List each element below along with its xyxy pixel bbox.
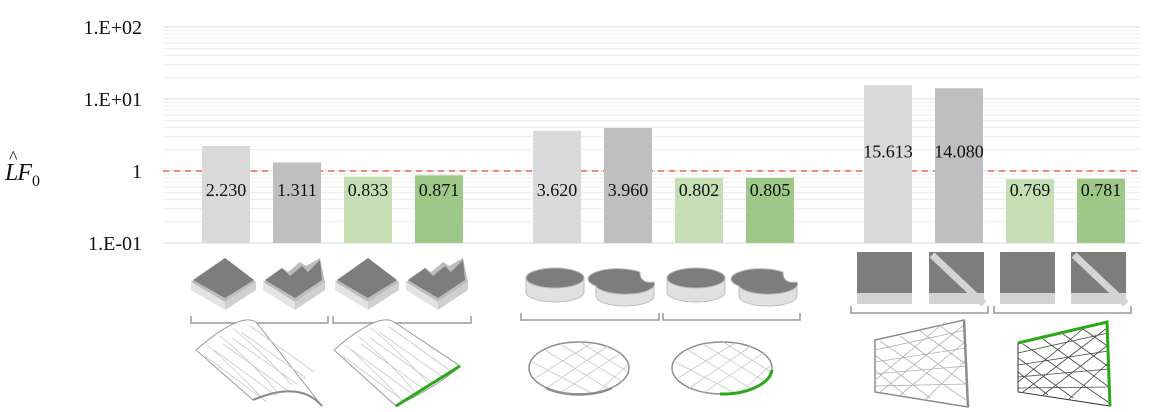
y-tick-label: 1.E-01 bbox=[88, 233, 142, 255]
bracket bbox=[190, 316, 329, 324]
data-label: 0.802 bbox=[679, 180, 720, 200]
group-2-surface-icons bbox=[528, 341, 774, 396]
data-label: 0.781 bbox=[1081, 180, 1122, 200]
y-axis-label: LF0 ^ bbox=[4, 147, 40, 190]
bracket bbox=[332, 316, 472, 324]
bar bbox=[344, 176, 392, 243]
data-label: 3.620 bbox=[537, 180, 578, 200]
bar bbox=[935, 88, 983, 244]
y-tick-label: 1.E+02 bbox=[84, 17, 143, 39]
panel-diagonal-icon bbox=[929, 252, 987, 307]
bar bbox=[604, 127, 652, 243]
curved-surface-edge-highlight-icon bbox=[333, 319, 461, 408]
trapezoid-edge-highlight-icon bbox=[1017, 320, 1112, 407]
bar bbox=[746, 177, 794, 243]
panel-full-icon bbox=[1000, 252, 1055, 304]
data-label: 3.960 bbox=[608, 180, 649, 200]
bar bbox=[533, 130, 581, 243]
data-label: 0.805 bbox=[750, 180, 791, 200]
y-axis-ticks: 1.E-01 1 1.E+01 1.E+02 bbox=[84, 17, 143, 255]
y-tick-label: 1.E+01 bbox=[84, 89, 143, 111]
bar bbox=[1077, 178, 1125, 243]
data-label: 1.311 bbox=[277, 180, 317, 200]
bar bbox=[1006, 179, 1054, 243]
data-label: 15.613 bbox=[863, 141, 913, 161]
bar bbox=[415, 175, 463, 243]
bar bbox=[675, 177, 723, 243]
bracket bbox=[850, 306, 989, 314]
cylinder-notched-icon bbox=[587, 268, 656, 307]
disc-surface-icon bbox=[528, 341, 630, 396]
group-1-block-icons bbox=[190, 258, 472, 324]
group-3-panel-icons bbox=[850, 252, 1132, 314]
data-labels: 2.230 1.311 0.833 0.871 3.620 3.960 0.802 0.805… bbox=[206, 141, 1122, 200]
svg-text:^: ^ bbox=[9, 147, 18, 167]
group-1-surface-icons bbox=[195, 319, 461, 408]
disc-edge-highlight-icon bbox=[671, 341, 774, 396]
data-label: 0.871 bbox=[419, 180, 460, 200]
panel-full-icon bbox=[857, 252, 912, 304]
bar bbox=[273, 162, 321, 243]
cylinder-full-icon bbox=[525, 267, 585, 303]
data-label: 0.769 bbox=[1010, 180, 1051, 200]
bars bbox=[202, 85, 1125, 244]
block-notched-icon bbox=[406, 258, 468, 310]
bracket bbox=[993, 306, 1132, 314]
data-label: 2.230 bbox=[206, 180, 247, 200]
bar bbox=[202, 145, 250, 243]
data-label: 14.080 bbox=[934, 141, 984, 161]
trapezoid-surface-icon bbox=[874, 319, 970, 408]
cylinder-notched-icon bbox=[730, 268, 799, 307]
group-3-surface-icons bbox=[874, 319, 1112, 408]
bracket bbox=[662, 313, 801, 321]
block-full-icon bbox=[335, 258, 399, 310]
curved-surface-icon bbox=[195, 319, 323, 407]
data-label: 0.833 bbox=[348, 180, 389, 200]
group-2-cylinder-icons bbox=[520, 267, 801, 321]
bar bbox=[864, 85, 912, 243]
bracket bbox=[520, 313, 660, 321]
cylinder-full-icon bbox=[666, 267, 726, 303]
block-full-icon bbox=[191, 258, 256, 310]
panel-diagonal-icon bbox=[1071, 252, 1129, 307]
y-tick-label: 1 bbox=[132, 161, 142, 183]
block-notched-icon bbox=[263, 258, 325, 310]
